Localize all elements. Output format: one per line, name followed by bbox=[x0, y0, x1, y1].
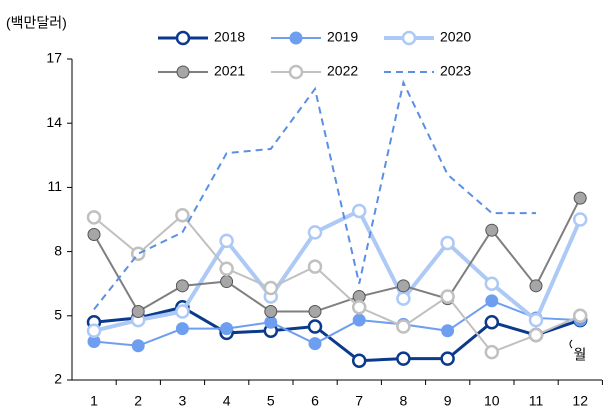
x-tick-label: 1 bbox=[90, 393, 98, 409]
point bbox=[572, 212, 588, 227]
series-line bbox=[93, 305, 581, 363]
y-tick-label: 5 bbox=[54, 307, 62, 323]
point bbox=[219, 261, 234, 276]
x-tick-label: 2 bbox=[134, 393, 142, 409]
legend-label: 2018 bbox=[214, 29, 245, 45]
legend-marker bbox=[176, 65, 190, 79]
point bbox=[220, 275, 234, 289]
legend-label: 2021 bbox=[214, 63, 245, 79]
unit-label: (백만달러) bbox=[6, 15, 67, 31]
x-tick-label: 10 bbox=[484, 393, 500, 409]
y-tick-label: 11 bbox=[47, 178, 62, 194]
point bbox=[263, 280, 279, 296]
point bbox=[87, 227, 101, 241]
point bbox=[572, 308, 588, 324]
point bbox=[219, 233, 234, 249]
point bbox=[396, 351, 411, 366]
point bbox=[131, 339, 145, 353]
legend-marker bbox=[289, 31, 303, 45]
point bbox=[307, 225, 323, 240]
point bbox=[396, 319, 411, 334]
x-tick-label: 11 bbox=[529, 393, 544, 409]
x-tick-label: 7 bbox=[355, 393, 363, 409]
point bbox=[396, 291, 411, 306]
y-tick-label: 14 bbox=[46, 114, 62, 130]
point bbox=[175, 207, 190, 223]
point bbox=[131, 305, 145, 319]
point bbox=[308, 337, 322, 351]
legend-label: 2023 bbox=[440, 63, 471, 79]
legend-marker bbox=[401, 30, 417, 46]
point bbox=[484, 344, 500, 360]
legend-marker bbox=[175, 30, 191, 46]
point bbox=[307, 319, 323, 334]
x-tick-label: 8 bbox=[400, 393, 408, 409]
series-line bbox=[93, 208, 583, 333]
y-tick-label: 2 bbox=[54, 371, 62, 387]
legend-label: 2022 bbox=[327, 63, 358, 79]
point bbox=[175, 279, 189, 293]
legend-marker bbox=[288, 64, 304, 80]
point bbox=[175, 304, 190, 319]
legend-label: 2020 bbox=[440, 29, 471, 45]
point bbox=[440, 289, 455, 304]
point bbox=[396, 279, 410, 293]
series-line bbox=[93, 197, 582, 313]
legend-label: 2019 bbox=[327, 29, 358, 45]
x-tick-label: 3 bbox=[179, 393, 187, 409]
x-tick-label: 9 bbox=[444, 393, 452, 409]
point bbox=[484, 314, 500, 330]
point bbox=[573, 191, 587, 205]
point bbox=[528, 312, 544, 328]
x-tick-label: 12 bbox=[572, 393, 588, 409]
point bbox=[485, 294, 499, 308]
series-line bbox=[93, 299, 581, 347]
y-tick-label: 8 bbox=[54, 242, 62, 258]
point bbox=[220, 322, 234, 336]
point bbox=[175, 322, 189, 336]
x-unit-label: 월 bbox=[574, 347, 587, 363]
point bbox=[351, 203, 367, 219]
point bbox=[441, 324, 455, 338]
point bbox=[484, 276, 500, 291]
y-tick-label: 17 bbox=[46, 50, 62, 66]
point bbox=[351, 299, 367, 315]
point bbox=[307, 259, 323, 274]
x-tick-label: 5 bbox=[267, 393, 275, 409]
annotation-mark bbox=[569, 339, 573, 349]
point bbox=[264, 305, 278, 319]
series-line bbox=[93, 79, 536, 311]
point bbox=[86, 210, 102, 225]
point bbox=[440, 235, 455, 251]
point bbox=[308, 305, 322, 319]
point bbox=[352, 313, 366, 327]
point bbox=[529, 279, 543, 293]
point bbox=[485, 223, 499, 237]
point bbox=[440, 351, 455, 366]
point bbox=[86, 323, 102, 339]
point bbox=[351, 353, 367, 368]
x-tick-label: 4 bbox=[223, 393, 231, 409]
series-line bbox=[93, 213, 581, 354]
point bbox=[528, 327, 544, 343]
x-tick-label: 6 bbox=[311, 393, 319, 409]
